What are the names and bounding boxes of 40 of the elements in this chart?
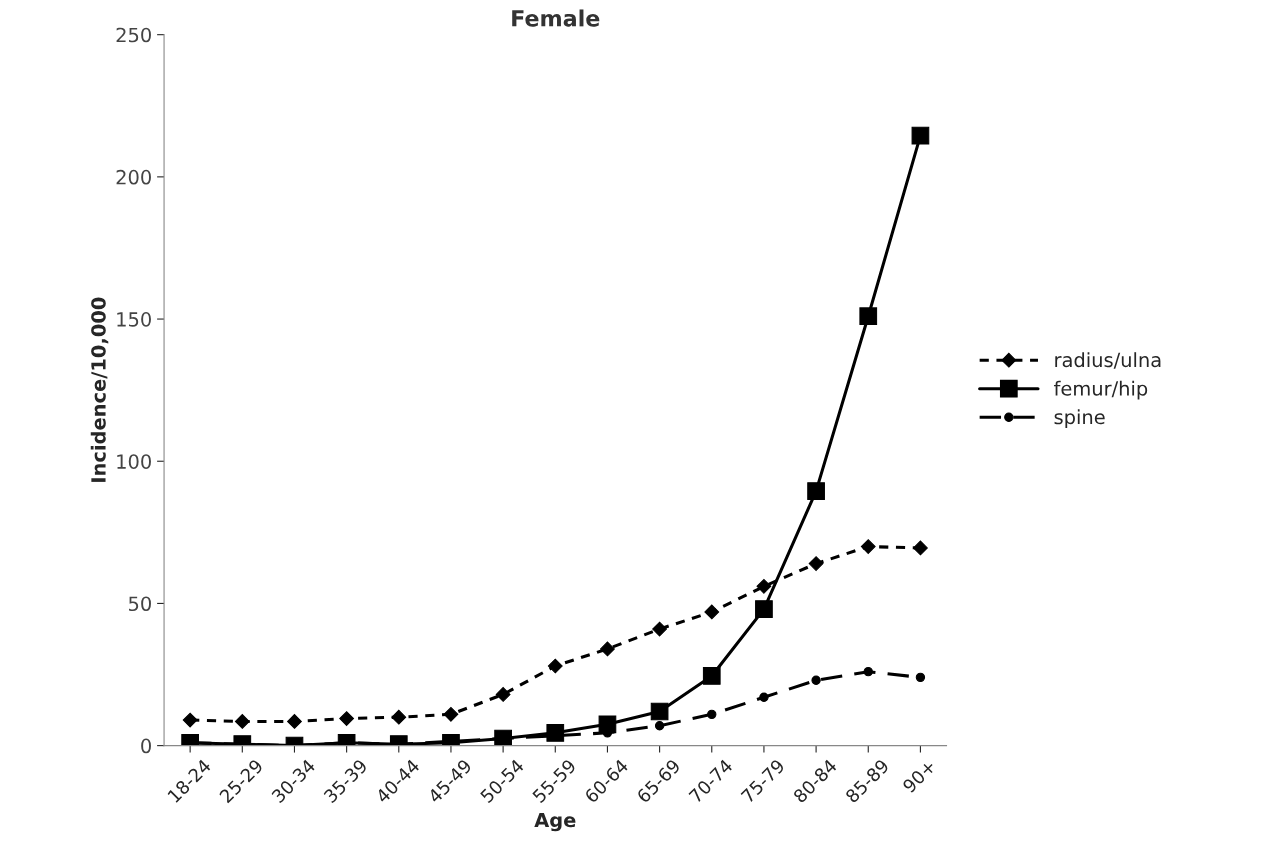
y-tick-label: 150 xyxy=(117,312,151,327)
legend-label: radius/ulna xyxy=(1055,352,1161,369)
y-tick-label: 200 xyxy=(116,169,151,185)
point xyxy=(860,539,876,554)
y-axis-title: Incidence/10,000 xyxy=(90,297,109,482)
x-tick-label: 90+ xyxy=(901,759,937,794)
point xyxy=(707,709,717,720)
point xyxy=(182,712,198,728)
point xyxy=(811,675,821,685)
x-axis-title: Age xyxy=(534,812,576,832)
point xyxy=(339,711,355,726)
y-tick-label: 100 xyxy=(117,454,151,469)
y-tick-label: 50 xyxy=(129,596,151,612)
point xyxy=(234,714,250,729)
point xyxy=(915,672,926,683)
point xyxy=(859,307,878,326)
legend-label: spine xyxy=(1054,409,1105,429)
point xyxy=(863,667,873,677)
point xyxy=(287,714,302,729)
legend-label: femur/hip xyxy=(1053,380,1148,400)
point xyxy=(650,702,669,721)
point xyxy=(807,482,825,500)
chart-title: Female xyxy=(512,9,600,27)
point xyxy=(911,126,930,145)
point xyxy=(913,540,928,556)
y-tick-label: 250 xyxy=(116,27,151,43)
point xyxy=(495,687,511,702)
point xyxy=(443,706,459,722)
point xyxy=(547,658,563,674)
point xyxy=(600,641,615,657)
point xyxy=(391,709,407,725)
point xyxy=(755,600,773,618)
point xyxy=(652,621,667,637)
y-tick-label: 0 xyxy=(141,738,151,754)
point xyxy=(756,578,772,594)
point xyxy=(759,692,769,702)
point xyxy=(704,604,720,620)
point xyxy=(808,556,824,572)
point xyxy=(702,667,721,685)
point xyxy=(654,721,665,731)
